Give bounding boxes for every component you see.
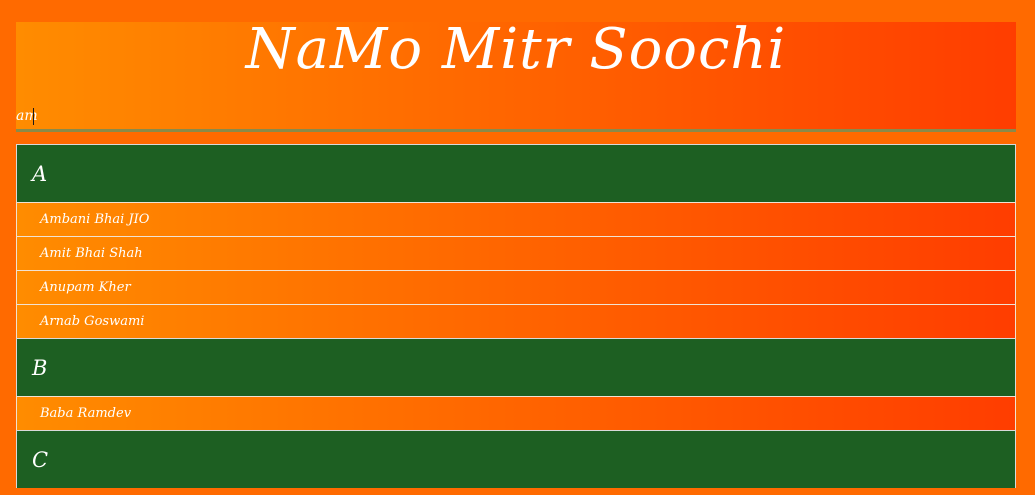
search-bar[interactable] [16, 104, 1016, 132]
app-header: NaMo Mitr Soochi [16, 22, 1016, 132]
section-header-c: C [16, 430, 1016, 488]
page-title: NaMo Mitr Soochi [16, 22, 1016, 78]
section-header-b: B [16, 338, 1016, 396]
contact-list: A Ambani Bhai JIO Amit Bhai Shah Anupam … [16, 144, 1016, 488]
list-item[interactable]: Amit Bhai Shah [16, 236, 1016, 270]
list-item[interactable]: Anupam Kher [16, 270, 1016, 304]
list-item[interactable]: Arnab Goswami [16, 304, 1016, 338]
section-header-a: A [16, 144, 1016, 202]
text-cursor [33, 108, 34, 125]
search-input[interactable] [16, 104, 1016, 128]
list-item[interactable]: Baba Ramdev [16, 396, 1016, 430]
list-item[interactable]: Ambani Bhai JIO [16, 202, 1016, 236]
